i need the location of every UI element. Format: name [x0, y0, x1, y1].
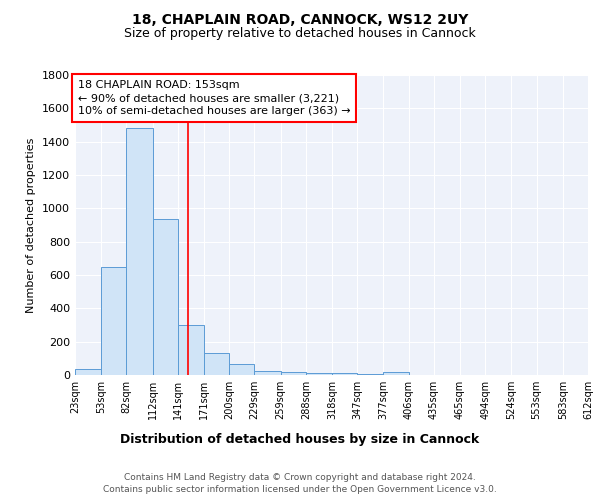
Text: 18, CHAPLAIN ROAD, CANNOCK, WS12 2UY: 18, CHAPLAIN ROAD, CANNOCK, WS12 2UY	[132, 12, 468, 26]
Bar	[357, 374, 383, 375]
Bar	[281, 372, 306, 375]
Text: Distribution of detached houses by size in Cannock: Distribution of detached houses by size …	[121, 432, 479, 446]
Bar	[152, 219, 178, 375]
Bar	[178, 325, 204, 375]
Y-axis label: Number of detached properties: Number of detached properties	[26, 138, 37, 312]
Bar	[254, 371, 281, 375]
Bar	[75, 369, 101, 375]
Bar	[204, 354, 229, 375]
Text: 18 CHAPLAIN ROAD: 153sqm
← 90% of detached houses are smaller (3,221)
10% of sem: 18 CHAPLAIN ROAD: 153sqm ← 90% of detach…	[77, 80, 350, 116]
Text: Contains public sector information licensed under the Open Government Licence v3: Contains public sector information licen…	[103, 485, 497, 494]
Bar	[332, 374, 357, 375]
Bar	[101, 266, 127, 375]
Bar	[229, 364, 254, 375]
Text: Size of property relative to detached houses in Cannock: Size of property relative to detached ho…	[124, 28, 476, 40]
Bar	[383, 372, 409, 375]
Bar	[127, 128, 152, 375]
Text: Contains HM Land Registry data © Crown copyright and database right 2024.: Contains HM Land Registry data © Crown c…	[124, 472, 476, 482]
Bar	[306, 372, 332, 375]
